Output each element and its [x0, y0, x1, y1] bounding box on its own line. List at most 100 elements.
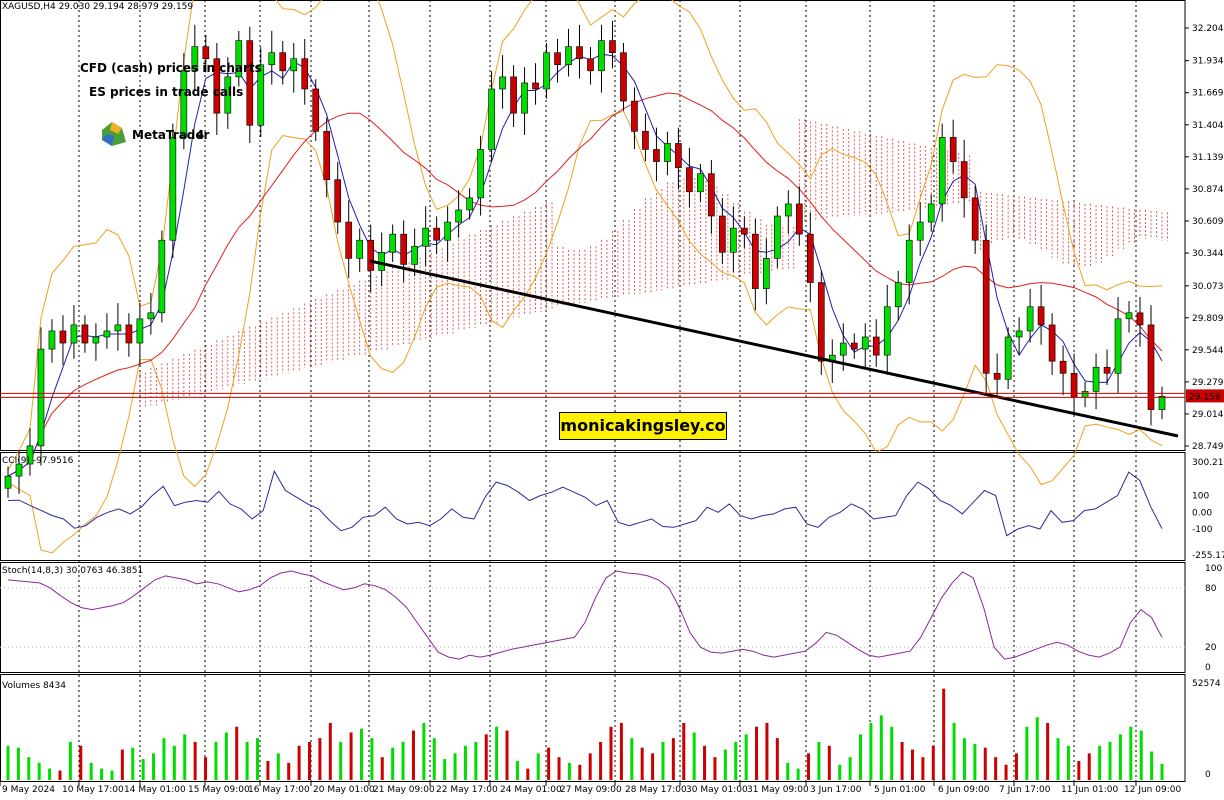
volume-bar: [214, 741, 218, 780]
candle-body: [180, 70, 188, 138]
candle-body: [499, 76, 506, 90]
candle-body: [620, 52, 627, 102]
metatrader-logo-icon: [102, 122, 126, 146]
cci-tick-label: -255.175: [1192, 551, 1224, 561]
candle-body: [345, 221, 353, 259]
volume-bar: [68, 741, 72, 780]
volume-tick-label: 0: [1205, 770, 1211, 780]
volume-bar: [775, 738, 779, 780]
volume-bar: [297, 745, 301, 780]
candle-body: [202, 46, 210, 60]
volume-bar: [796, 768, 800, 780]
time-axis-label: 6 Jun 09:00: [938, 785, 990, 795]
price-tick-label: 29.809: [1192, 314, 1224, 324]
candle-body: [543, 52, 550, 90]
candle-body: [1136, 312, 1144, 326]
stoch-tick-label: 20: [1205, 643, 1217, 653]
candle-body: [960, 161, 968, 199]
candle-body: [477, 149, 484, 199]
annotation-line-1: CFD (cash) prices in charts: [80, 61, 262, 75]
candle-body: [949, 137, 957, 162]
candle: [872, 319, 880, 367]
candle: [1026, 289, 1034, 343]
volume-bar: [838, 764, 842, 780]
candle: [477, 135, 484, 216]
pane-border-1: [0, 452, 1186, 561]
candle-body: [169, 137, 177, 241]
time-axis-label: 28 May 17:00: [625, 785, 687, 795]
time-axis-label: 20 May 01:00: [313, 785, 375, 795]
ichimoku-cloud: [139, 119, 1168, 408]
candle-body: [631, 100, 638, 132]
candle: [268, 30, 276, 85]
volume-bar: [692, 732, 696, 780]
volume-bar: [1129, 726, 1133, 780]
candle: [48, 319, 56, 363]
volume-bar: [422, 722, 426, 780]
candle-body: [455, 209, 462, 223]
volume-bar: [287, 762, 291, 780]
volume-bar: [193, 741, 197, 780]
volume-bar: [734, 741, 738, 780]
candle-body: [389, 233, 396, 253]
pane-border-2: [0, 562, 1186, 673]
candle-body: [323, 131, 331, 181]
candle: [169, 123, 177, 258]
candle: [4, 466, 12, 498]
candle: [444, 206, 451, 262]
candle-body: [609, 40, 616, 53]
stoch-tick-label: 80: [1205, 584, 1217, 594]
candle-body: [785, 203, 792, 217]
volume-bar: [1139, 730, 1143, 780]
volume-bar: [1004, 764, 1008, 780]
candle: [81, 315, 89, 353]
candle: [642, 113, 649, 162]
candle-body: [686, 167, 693, 193]
candle: [631, 87, 638, 150]
candle: [861, 323, 869, 367]
time-axis-label: 12 Jun 09:00: [1124, 785, 1181, 795]
fast-moving-average: [7, 53, 1163, 477]
candle-body: [774, 215, 781, 259]
cci-tick-label: 0.00: [1192, 508, 1212, 518]
candle-body: [290, 58, 298, 72]
volume-bar: [370, 738, 374, 780]
candle-body: [697, 173, 704, 193]
candle-body: [565, 46, 572, 66]
volume-bar: [921, 757, 925, 780]
symbol-info: XAGUSD,H4 29.030 29.194 28.979 29.159: [2, 2, 193, 12]
candle: [697, 163, 704, 202]
candle: [741, 216, 748, 248]
volume-bar: [152, 753, 156, 780]
stoch-title: Stoch(14,8,3) 30.0763 46.3851: [2, 566, 143, 576]
candle: [455, 190, 462, 238]
volume-bar: [27, 757, 31, 780]
volume-bar: [786, 762, 790, 780]
candle: [609, 20, 616, 69]
candle: [1125, 301, 1133, 333]
candle-body: [752, 233, 759, 289]
candle: [103, 313, 111, 349]
candle-body: [1103, 366, 1111, 374]
candle: [620, 43, 627, 111]
candle: [806, 212, 814, 303]
volume-bar: [859, 734, 863, 780]
volume-bar: [557, 757, 561, 780]
volume-bar: [495, 726, 499, 780]
candle-body: [1015, 330, 1023, 338]
candle: [686, 147, 693, 208]
price-tick-label: 30.874: [1192, 185, 1224, 195]
candle-body: [850, 342, 858, 350]
candle-body: [15, 463, 23, 477]
price-tick-label: 29.279: [1192, 378, 1224, 388]
candle: [883, 284, 891, 375]
candle: [532, 63, 539, 105]
candle-body: [1004, 336, 1012, 380]
candle: [730, 206, 737, 273]
candle: [916, 202, 924, 256]
candle: [1059, 345, 1067, 396]
candle: [587, 47, 594, 85]
volume-bar: [48, 768, 52, 780]
volume-bar: [276, 753, 280, 780]
